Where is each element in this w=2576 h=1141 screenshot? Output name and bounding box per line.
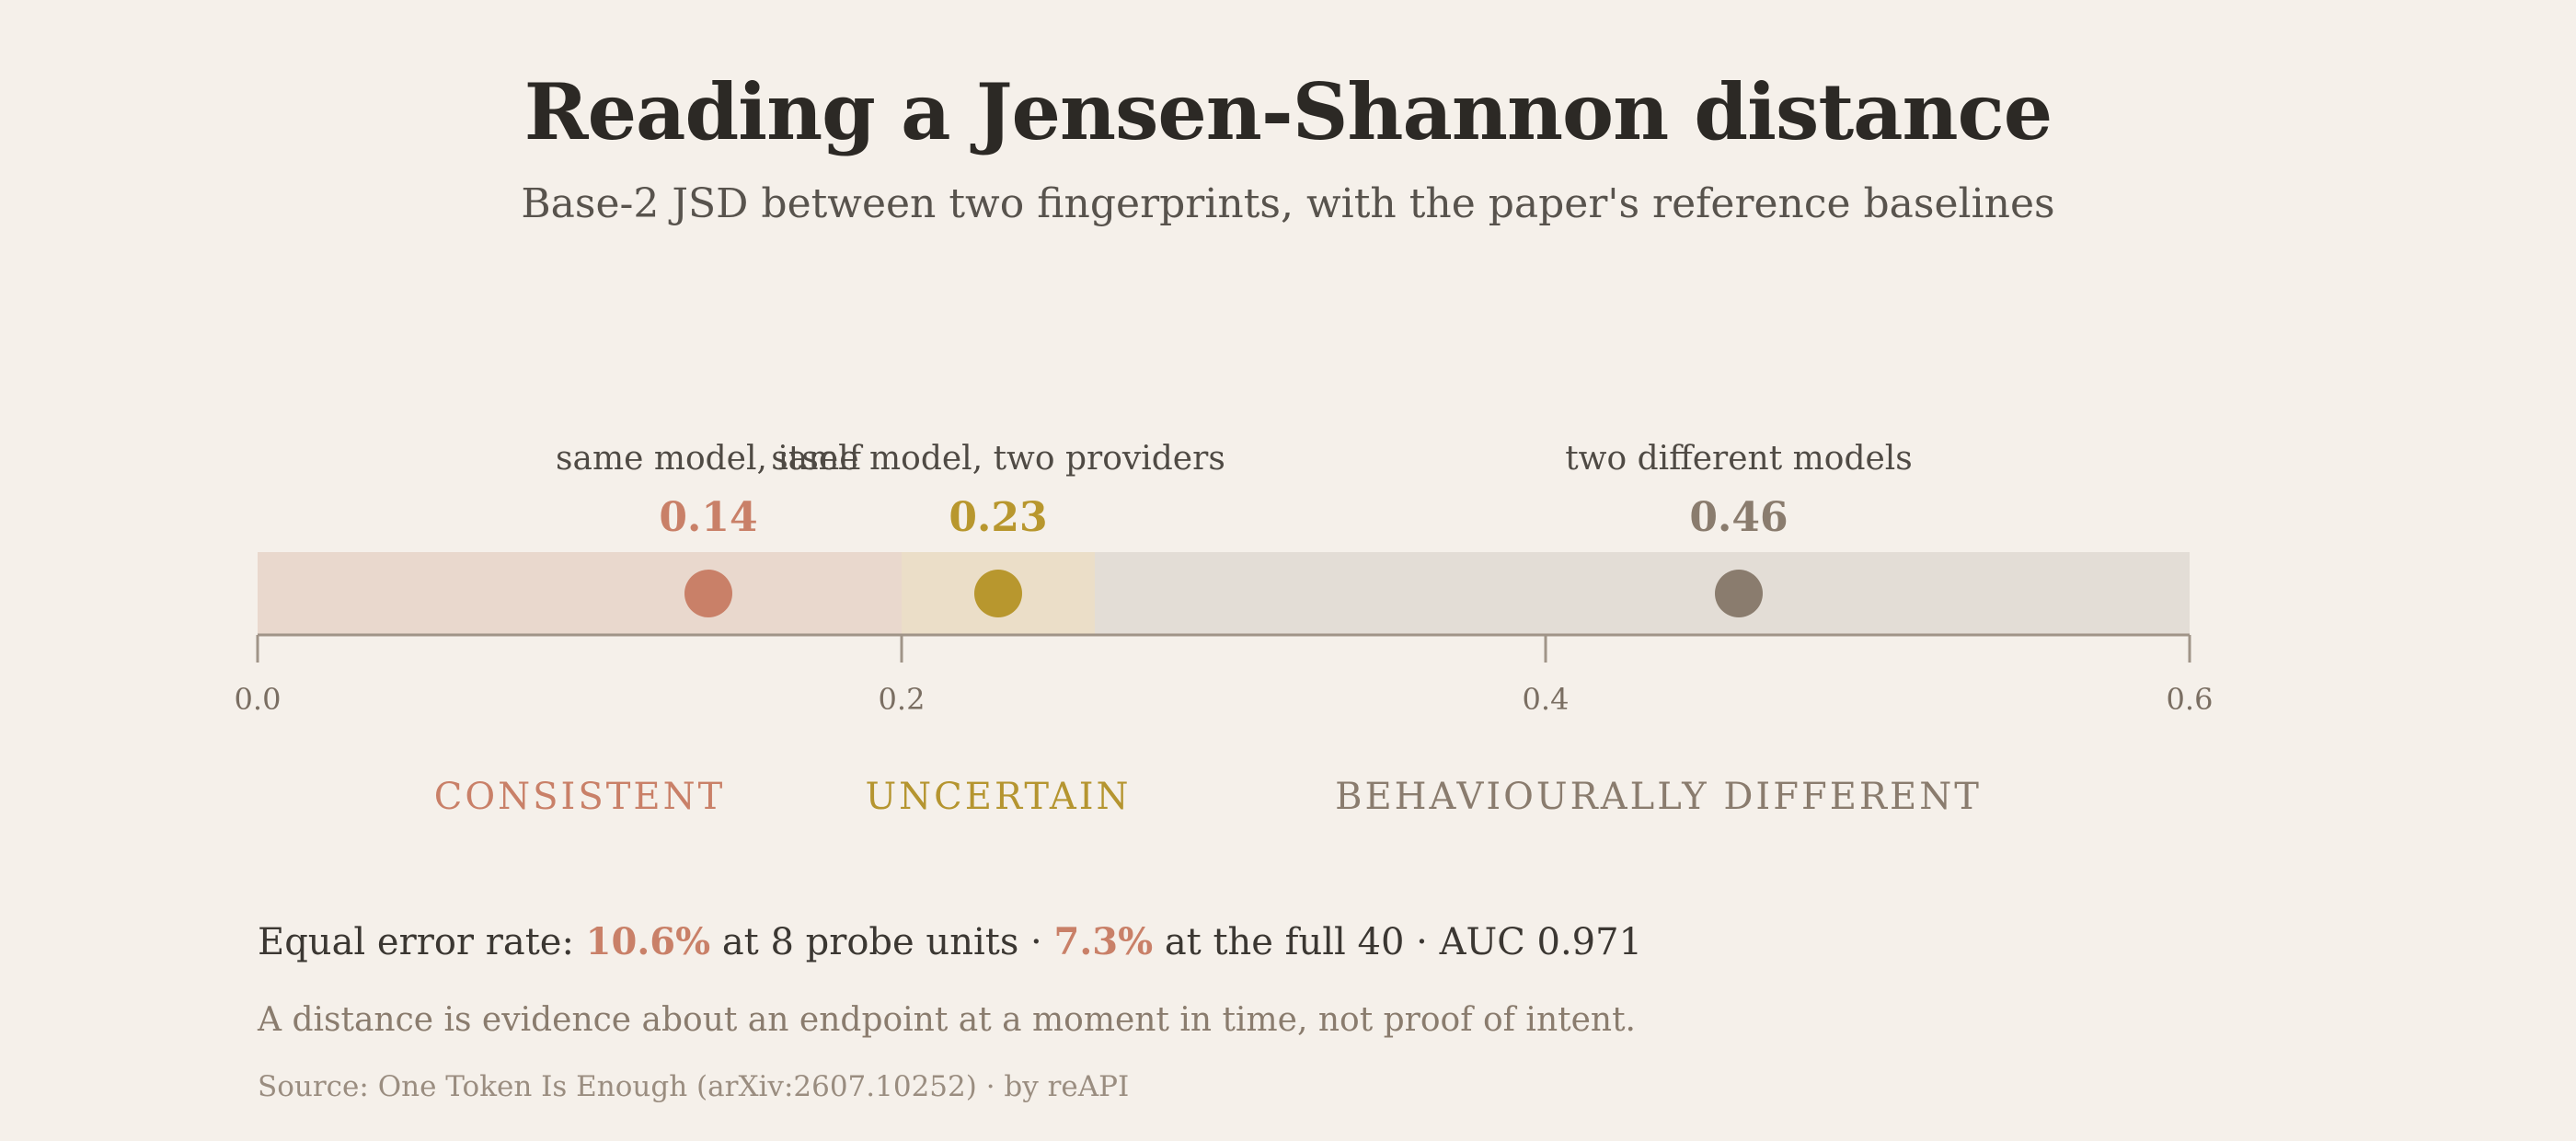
eer-8-value: 10.6% [585, 920, 711, 963]
zone-label-consistent: CONSISTENT [434, 776, 726, 818]
x-tick-label: 0.2 [879, 682, 926, 717]
chart-title: Reading a Jensen-Shannon distance [523, 66, 2053, 157]
zone-band-behaviourally-different [1095, 552, 2190, 635]
caveat-note: A distance is evidence about an endpoint… [258, 1001, 1636, 1039]
point-label: same model, itself [556, 440, 864, 478]
x-tick-label: 0.0 [235, 682, 282, 717]
jsd-scale-chart: 0.0 0.2 0.4 0.6 same model, itself 0.14 same m… [235, 440, 2214, 818]
chart-subtitle: Base-2 JSD between two fingerprints, wit… [521, 180, 2055, 227]
zone-label-uncertain: UNCERTAIN [865, 776, 1131, 818]
data-point [1715, 570, 1763, 617]
x-tick-label: 0.4 [1523, 682, 1570, 717]
stat-mid-1: at 8 probe units · [710, 921, 1054, 963]
stat-mid-2: at the full 40 · AUC 0.971 [1153, 921, 1643, 963]
point-value-label: 0.46 [1689, 494, 1788, 541]
zone-band-consistent [258, 552, 902, 635]
point-label: two different models [1565, 440, 1913, 478]
data-point [974, 570, 1022, 617]
equal-error-rate-line: Equal error rate: 10.6% at 8 probe units… [258, 920, 1642, 963]
point-value-label: 0.23 [949, 494, 1047, 541]
point-label: same model, two providers [771, 440, 1225, 478]
source-credit: Source: One Token Is Enough (arXiv:2607.… [258, 1070, 1130, 1103]
eer-40-value: 7.3% [1053, 920, 1154, 963]
x-tick-label: 0.6 [2167, 682, 2214, 717]
stat-prefix: Equal error rate: [258, 921, 586, 963]
point-value-label: 0.14 [659, 494, 757, 541]
data-point [684, 570, 732, 617]
zone-label-behaviourally-different: BEHAVIOURALLY DIFFERENT [1335, 776, 1982, 818]
